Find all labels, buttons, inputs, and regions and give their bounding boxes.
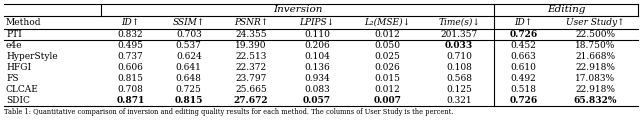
Text: ID↑: ID↑ — [514, 18, 532, 27]
Text: 25.665: 25.665 — [235, 85, 267, 94]
Text: PSNR↑: PSNR↑ — [234, 18, 268, 27]
Text: 0.624: 0.624 — [176, 52, 202, 61]
Text: 0.815: 0.815 — [175, 96, 203, 105]
Text: 17.083%: 17.083% — [575, 74, 615, 83]
Text: 21.668%: 21.668% — [575, 52, 615, 61]
Text: User Study↑: User Study↑ — [566, 18, 625, 27]
Text: 27.672: 27.672 — [234, 96, 268, 105]
Text: 0.108: 0.108 — [446, 63, 472, 72]
Text: 0.083: 0.083 — [304, 85, 330, 94]
Text: Time(s)↓: Time(s)↓ — [438, 18, 480, 27]
Text: 0.703: 0.703 — [176, 30, 202, 39]
Text: 23.797: 23.797 — [236, 74, 267, 83]
Text: e4e: e4e — [6, 41, 22, 50]
Text: 0.641: 0.641 — [176, 63, 202, 72]
Text: 0.725: 0.725 — [176, 85, 202, 94]
Text: 0.934: 0.934 — [304, 74, 330, 83]
Text: 22.918%: 22.918% — [575, 85, 615, 94]
Text: Inversion: Inversion — [273, 5, 323, 15]
Text: 0.737: 0.737 — [118, 52, 143, 61]
Text: 0.321: 0.321 — [446, 96, 472, 105]
Text: Table 1: Quantitative comparison of inversion and editing quality results for ea: Table 1: Quantitative comparison of inve… — [4, 108, 454, 116]
Text: 0.726: 0.726 — [509, 30, 538, 39]
Text: 18.750%: 18.750% — [575, 41, 616, 50]
Text: PTI: PTI — [6, 30, 22, 39]
Text: 0.492: 0.492 — [510, 74, 536, 83]
Text: 0.012: 0.012 — [374, 85, 400, 94]
Text: 0.050: 0.050 — [374, 41, 400, 50]
Text: 0.136: 0.136 — [304, 63, 330, 72]
Text: SDIC: SDIC — [6, 96, 30, 105]
Text: Method: Method — [6, 18, 42, 27]
Text: FS: FS — [6, 74, 19, 83]
Text: ID↑: ID↑ — [122, 18, 140, 27]
Text: 201.357: 201.357 — [440, 30, 477, 39]
Text: HyperStyle: HyperStyle — [6, 52, 58, 61]
Text: 0.495: 0.495 — [117, 41, 143, 50]
Text: CLCAE: CLCAE — [6, 85, 39, 94]
Text: 19.390: 19.390 — [236, 41, 267, 50]
Text: 0.518: 0.518 — [510, 85, 536, 94]
Text: L₂(MSE)↓: L₂(MSE)↓ — [364, 18, 410, 27]
Text: 22.918%: 22.918% — [575, 63, 615, 72]
Text: 0.726: 0.726 — [509, 96, 538, 105]
Text: 0.015: 0.015 — [374, 74, 400, 83]
Text: 22.500%: 22.500% — [575, 30, 615, 39]
Text: 0.007: 0.007 — [373, 96, 401, 105]
Text: HFGI: HFGI — [6, 63, 31, 72]
Text: 0.708: 0.708 — [118, 85, 143, 94]
Text: 0.871: 0.871 — [116, 96, 145, 105]
Text: 0.610: 0.610 — [510, 63, 536, 72]
Text: 0.012: 0.012 — [374, 30, 400, 39]
Text: 0.206: 0.206 — [304, 41, 330, 50]
Text: 22.372: 22.372 — [236, 63, 266, 72]
Text: 0.110: 0.110 — [304, 30, 330, 39]
Text: 22.513: 22.513 — [236, 52, 267, 61]
Text: 0.815: 0.815 — [117, 74, 143, 83]
Text: 0.104: 0.104 — [304, 52, 330, 61]
Text: 0.537: 0.537 — [176, 41, 202, 50]
Text: 0.057: 0.057 — [303, 96, 331, 105]
Text: 65.832%: 65.832% — [573, 96, 617, 105]
Text: 0.568: 0.568 — [446, 74, 472, 83]
Text: 0.648: 0.648 — [176, 74, 202, 83]
Text: SSIM↑: SSIM↑ — [173, 18, 205, 27]
Text: LPIPS↓: LPIPS↓ — [300, 18, 335, 27]
Text: 0.832: 0.832 — [118, 30, 143, 39]
Text: 0.033: 0.033 — [445, 41, 473, 50]
Text: 24.355: 24.355 — [235, 30, 267, 39]
Text: 0.452: 0.452 — [510, 41, 536, 50]
Text: Editing: Editing — [547, 5, 585, 15]
Text: 0.125: 0.125 — [446, 85, 472, 94]
Text: 0.606: 0.606 — [118, 63, 143, 72]
Text: 0.710: 0.710 — [446, 52, 472, 61]
Text: 0.025: 0.025 — [374, 52, 400, 61]
Text: 0.026: 0.026 — [374, 63, 400, 72]
Text: 0.663: 0.663 — [510, 52, 536, 61]
